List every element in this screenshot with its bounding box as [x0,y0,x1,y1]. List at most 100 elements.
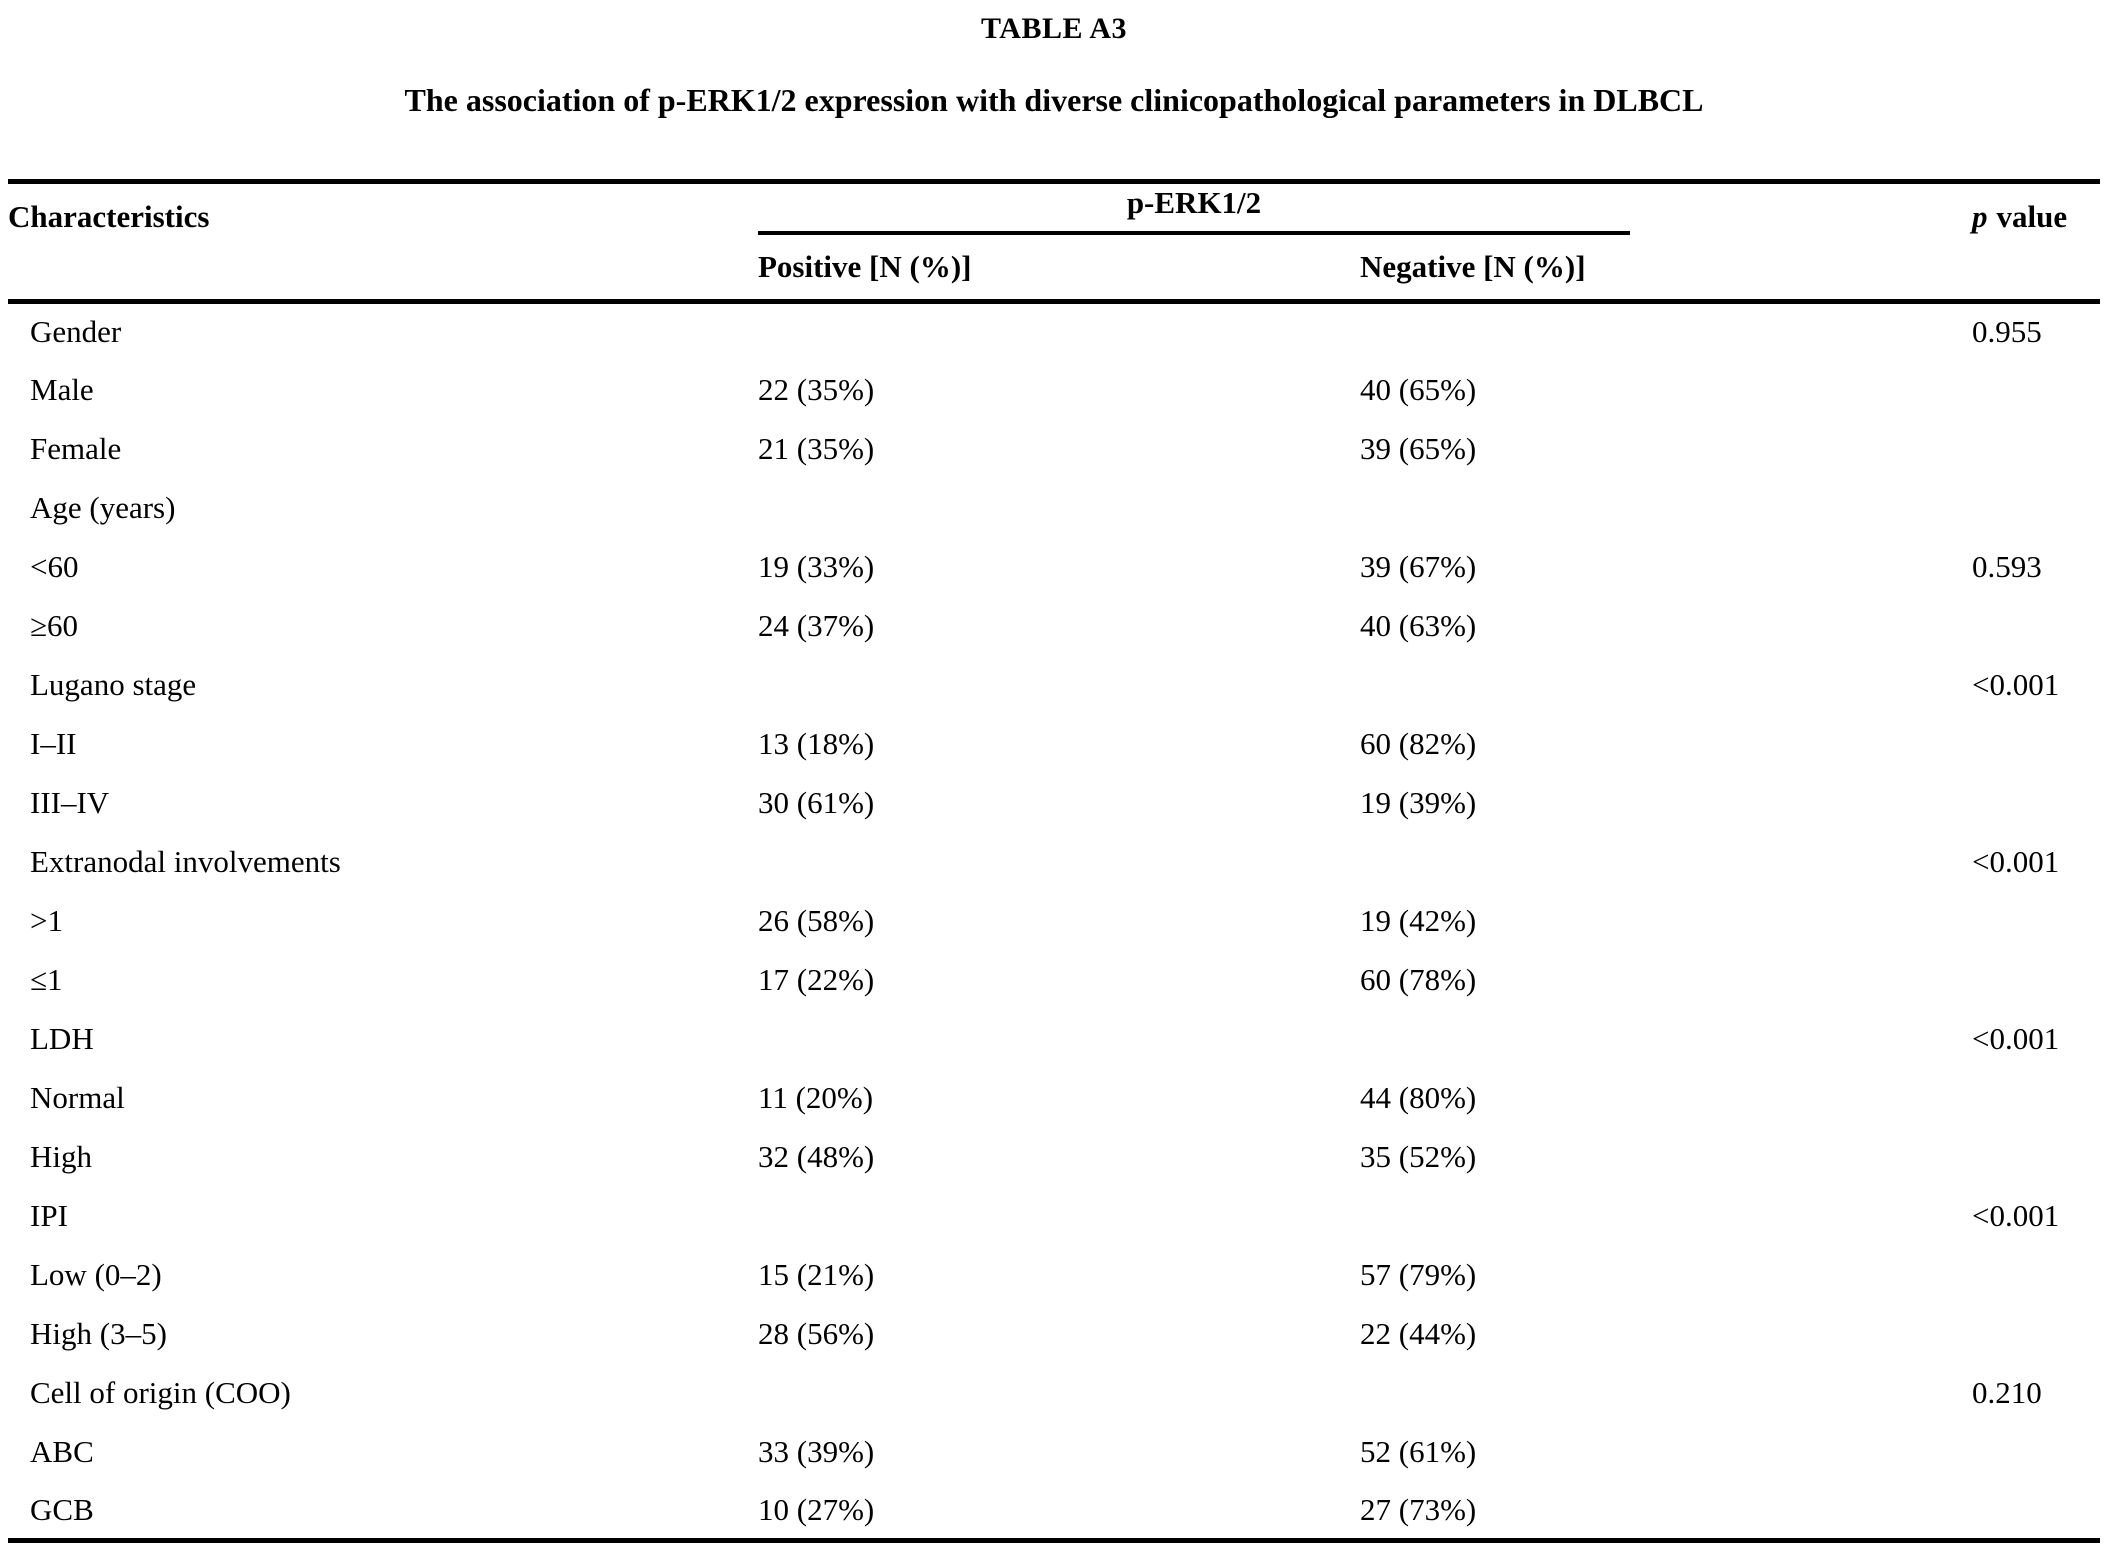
table-header: Characteristics p-ERK1/2 p value Positive… [8,182,2100,302]
cell-positive: 30 (61%) [758,785,875,820]
cell-negative: 52 (61%) [1360,1434,1477,1469]
cell-negative: 60 (82%) [1360,726,1477,761]
cell-p-value: 0.955 [1972,314,2042,350]
cell-negative: 40 (65%) [1360,372,1477,407]
cell-p-value [1972,1246,2100,1305]
cell-negative: 39 (65%) [1360,431,1477,466]
cell-negative: 27 (73%) [1360,1491,1477,1527]
cell-characteristic: Gender [30,314,122,350]
table-label: TABLE A3 [981,12,1127,45]
cell-characteristic: Lugano stage [30,667,197,702]
cell-p-value: <0.001 [1972,1198,2060,1233]
cell-p-value: <0.001 [1972,1021,2060,1056]
header-row-main: Characteristics p-ERK1/2 p value [8,182,2100,235]
cell-p-value: 0.593 [1972,549,2042,584]
table-row: LDH <0.001 [8,1010,2100,1069]
header-row-sub: Positive [N (%)] Negative [N (%)] [8,235,2100,302]
cell-negative: 44 (80%) [1360,1080,1477,1115]
cell-negative: 19 (42%) [1360,903,1477,938]
cell-characteristic: LDH [30,1021,94,1056]
table-row: Male 22 (35%) 40 (65%) [8,361,2100,420]
table-row: High 32 (48%) 35 (52%) [8,1128,2100,1187]
cell-positive: 13 (18%) [758,726,875,761]
table-body: Gender 0.955 Male 22 (35%) 40 (65%) Fema… [8,302,2100,1541]
cell-negative: 22 (44%) [1360,1316,1477,1351]
cell-positive: 28 (56%) [758,1316,875,1351]
cell-characteristic: <60 [30,549,79,584]
p-value-word: value [1996,198,2068,234]
cell-characteristic: >1 [30,903,63,938]
cell-p-value: 0.210 [1972,1375,2042,1410]
table-row: III–IV 30 (61%) 19 (39%) [8,774,2100,833]
cell-positive [758,302,1360,361]
cell-positive: 15 (21%) [758,1257,875,1292]
cell-positive [758,656,1360,715]
cell-p-value [1972,361,2100,420]
cell-characteristic: ABC [30,1434,94,1469]
cell-characteristic: Female [30,431,122,466]
cell-positive [758,1364,1360,1423]
cell-negative [1360,833,1972,892]
cell-characteristic: ≥60 [30,608,79,643]
cell-characteristic: Normal [30,1080,125,1115]
cell-negative [1360,1364,1972,1423]
cell-p-value [1972,892,2100,951]
cell-characteristic: Cell of origin (COO) [30,1375,291,1410]
cell-negative: 40 (63%) [1360,608,1477,643]
col-subheader-empty [8,235,758,302]
cell-characteristic: Extranodal involvements [30,844,341,879]
cell-characteristic: I–II [30,726,77,761]
cell-p-value [1972,1069,2100,1128]
cell-p-value [1972,774,2100,833]
clinicopathology-table: Characteristics p-ERK1/2 p value Positive… [8,179,2100,1543]
cell-positive [758,833,1360,892]
cell-p-value [1972,1128,2100,1187]
cell-characteristic: GCB [30,1491,94,1527]
cell-positive: 32 (48%) [758,1139,875,1174]
cell-negative [1360,302,1972,361]
table-row: >1 26 (58%) 19 (42%) [8,892,2100,951]
table-row: Lugano stage <0.001 [8,656,2100,715]
col-header-p-value: p value [1972,182,2100,235]
cell-positive [758,1010,1360,1069]
cell-positive [758,479,1360,538]
table-row: ≥60 24 (37%) 40 (63%) [8,597,2100,656]
cell-p-value [1972,479,2100,538]
table-row: Low (0–2) 15 (21%) 57 (79%) [8,1246,2100,1305]
col-header-characteristics: Characteristics [8,198,210,234]
cell-negative: 35 (52%) [1360,1139,1477,1174]
table-caption: The association of p-ERK1/2 expression w… [404,82,1704,118]
cell-positive: 22 (35%) [758,372,875,407]
cell-p-value [1972,1423,2100,1482]
table-row: Female 21 (35%) 39 (65%) [8,420,2100,479]
cell-p-value [1972,951,2100,1010]
p-value-italic-p: p [1972,198,1988,234]
cell-characteristic: ≤1 [30,962,63,997]
cell-positive: 11 (20%) [758,1080,874,1115]
cell-p-value [1972,597,2100,656]
cell-negative [1360,479,1972,538]
table-row: <60 19 (33%) 39 (67%) 0.593 [8,538,2100,597]
cell-positive: 26 (58%) [758,903,875,938]
cell-positive: 21 (35%) [758,431,875,466]
cell-characteristic: High [30,1139,92,1174]
col-subheader-empty-p [1972,235,2100,302]
cell-negative [1360,656,1972,715]
col-subheader-positive: Positive [N (%)] [758,248,972,284]
table-row: ABC 33 (39%) 52 (61%) [8,1423,2100,1482]
cell-characteristic: IPI [30,1198,68,1233]
cell-characteristic: III–IV [30,785,110,820]
cell-negative: 60 (78%) [1360,962,1477,997]
cell-characteristic: Male [30,372,94,407]
cell-negative [1360,1010,1972,1069]
table-row: ≤1 17 (22%) 60 (78%) [8,951,2100,1010]
table-row: Extranodal involvements <0.001 [8,833,2100,892]
cell-positive: 19 (33%) [758,549,875,584]
cell-positive: 10 (27%) [758,1491,875,1527]
cell-p-value [1972,715,2100,774]
cell-negative: 19 (39%) [1360,785,1477,820]
table-row: I–II 13 (18%) 60 (82%) [8,715,2100,774]
table-row: High (3–5) 28 (56%) 22 (44%) [8,1305,2100,1364]
cell-negative: 39 (67%) [1360,549,1477,584]
table-row: GCB 10 (27%) 27 (73%) [8,1482,2100,1541]
